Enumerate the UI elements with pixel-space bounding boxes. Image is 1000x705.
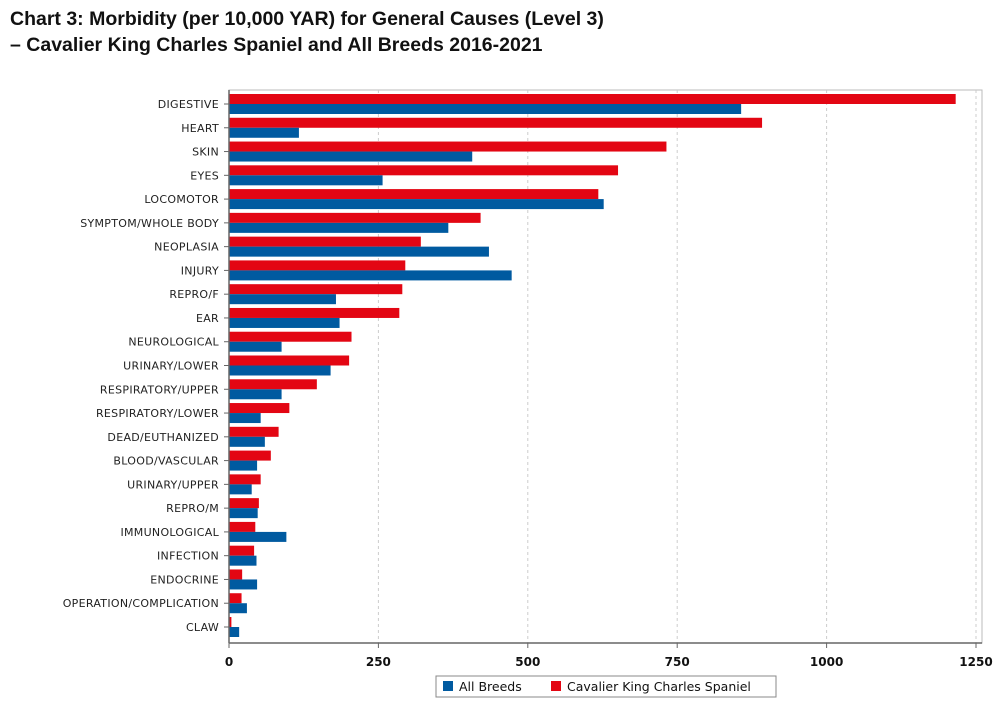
category-label: BLOOD/VASCULAR: [113, 455, 219, 468]
category-label: RESPIRATORY/LOWER: [96, 407, 219, 420]
category-label: REPRO/F: [169, 288, 219, 301]
bar-cavalier: [229, 593, 242, 604]
chart-title: Chart 3: Morbidity (per 10,000 YAR) for …: [10, 6, 604, 58]
bar-all-breeds: [229, 246, 489, 257]
bar-all-breeds: [229, 199, 604, 210]
category-label: NEUROLOGICAL: [128, 336, 219, 349]
category-label: INJURY: [181, 264, 219, 277]
category-label: CLAW: [186, 621, 219, 634]
legend-box: [435, 675, 777, 698]
bar-all-breeds: [229, 294, 336, 305]
category-label: REPRO/M: [166, 502, 219, 515]
x-tick-label: 0: [225, 655, 233, 669]
bar-all-breeds: [229, 555, 257, 566]
category-label: NEOPLASIA: [154, 241, 219, 254]
bar-cavalier: [229, 355, 350, 366]
bar-cavalier: [229, 569, 243, 580]
bar-all-breeds: [229, 603, 247, 614]
x-tick-label: 750: [665, 655, 690, 669]
bar-all-breeds: [229, 460, 258, 471]
bar-cavalier: [229, 379, 317, 390]
category-label: IMMUNOLOGICAL: [120, 526, 219, 539]
bar-cavalier: [229, 498, 259, 509]
legend-label-all-breeds: All Breeds: [459, 679, 522, 694]
bar-all-breeds: [229, 484, 252, 495]
bar-cavalier: [229, 403, 290, 414]
bar-cavalier: [229, 521, 256, 532]
category-label: SKIN: [192, 146, 219, 159]
bar-cavalier: [229, 94, 956, 104]
category-label: EYES: [190, 169, 219, 182]
category-label: OPERATION/COMPLICATION: [63, 597, 219, 610]
bar-cavalier: [229, 450, 271, 461]
bar-all-breeds: [229, 627, 240, 637]
bar-all-breeds: [229, 104, 742, 114]
bar-all-breeds: [229, 579, 258, 590]
bar-all-breeds: [229, 317, 340, 328]
category-label: RESPIRATORY/UPPER: [100, 383, 219, 396]
bar-cavalier: [229, 426, 279, 437]
bar-all-breeds: [229, 222, 449, 233]
x-tick-label: 250: [366, 655, 391, 669]
bar-cavalier: [229, 236, 421, 247]
legend-swatch-all-breeds: [443, 681, 453, 691]
x-tick-label: 1250: [959, 655, 992, 669]
bar-cavalier: [229, 284, 403, 295]
bar-cavalier: [229, 260, 406, 271]
category-label: LOCOMOTOR: [144, 193, 219, 206]
category-label: INFECTION: [157, 550, 219, 563]
bar-all-breeds: [229, 531, 287, 542]
title-line-1: Chart 3: Morbidity (per 10,000 YAR) for …: [10, 8, 604, 30]
bar-cavalier: [229, 545, 255, 556]
title-line-2: – Cavalier King Charles Spaniel and All …: [10, 34, 543, 56]
bar-cavalier: [229, 189, 599, 200]
legend-label-cavalier: Cavalier King Charles Spaniel: [567, 679, 751, 694]
bar-cavalier: [229, 165, 619, 176]
category-label: HEART: [181, 122, 219, 135]
bar-all-breeds: [229, 365, 331, 376]
bar-cavalier: [229, 307, 400, 318]
bar-cavalier: [229, 141, 667, 152]
bar-all-breeds: [229, 389, 282, 400]
category-label: URINARY/LOWER: [123, 360, 219, 373]
legend-swatch-cavalier: [551, 681, 561, 691]
category-label: ENDOCRINE: [150, 573, 219, 586]
category-label: EAR: [196, 312, 219, 325]
bar-all-breeds: [229, 341, 282, 352]
category-label: DEAD/EUTHANIZED: [107, 431, 219, 444]
category-label: DIGESTIVE: [158, 98, 219, 111]
bar-all-breeds: [229, 270, 512, 281]
bar-cavalier: [229, 117, 763, 128]
category-label: SYMPTOM/WHOLE BODY: [80, 217, 219, 230]
x-tick-label: 500: [515, 655, 540, 669]
bar-all-breeds: [229, 127, 299, 138]
bar-all-breeds: [229, 151, 473, 162]
category-label: URINARY/UPPER: [127, 478, 219, 491]
bar-all-breeds: [229, 436, 265, 447]
bar-all-breeds: [229, 508, 258, 519]
bar-cavalier: [229, 474, 261, 485]
bar-all-breeds: [229, 413, 261, 424]
bar-all-breeds: [229, 175, 383, 186]
x-tick-label: 1000: [810, 655, 843, 669]
bar-cavalier: [229, 331, 352, 342]
bar-cavalier: [229, 212, 481, 223]
bar-cavalier: [229, 617, 232, 627]
